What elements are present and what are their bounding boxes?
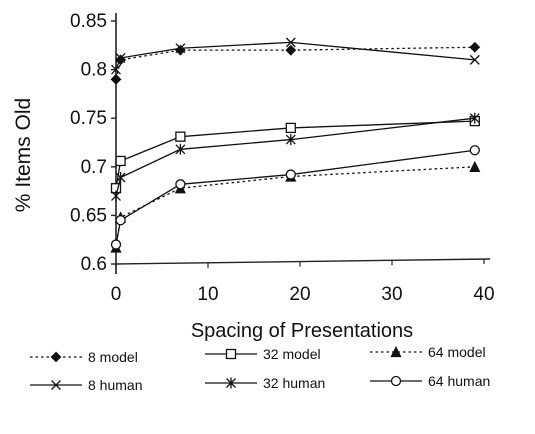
legend-item: 8 human (30, 377, 142, 393)
x-tick-label: 0 (111, 284, 122, 305)
legend-label: 8 model (88, 349, 138, 365)
x-axis-label: Spacing of Presentations (191, 320, 413, 342)
y-tick-label: 0.8 (81, 60, 107, 81)
y-tick-label: 0.65 (70, 205, 107, 226)
data-point (285, 44, 297, 56)
data-point (175, 131, 186, 142)
legend-label: 64 model (428, 344, 486, 360)
data-point (110, 239, 122, 250)
y-tick-label: 0.85 (70, 11, 107, 32)
data-point (285, 122, 296, 134)
data-point (469, 145, 480, 156)
series-line-2 (115, 166, 475, 248)
data-point (469, 54, 480, 65)
data-point (115, 54, 127, 66)
data-point (469, 160, 481, 172)
y-tick-label: 0.7 (81, 157, 107, 178)
data-point (285, 37, 296, 48)
data-point (115, 171, 126, 183)
legend-label: 8 human (88, 377, 142, 393)
data-point (111, 190, 121, 202)
data-point (111, 64, 121, 75)
data-point (115, 52, 126, 63)
y-tick-label: 0.75 (70, 108, 107, 129)
data-point (175, 143, 186, 155)
plot-area: 0.6 0.65 0.7 0.75 0.8 0.85 0 10 20 30 40 (70, 11, 495, 305)
legend: 8 model 32 model 64 model 8 human 32 human 64… (30, 344, 490, 393)
legend-marker (390, 346, 402, 358)
data-point (285, 169, 296, 180)
legend-item: 64 human (370, 373, 490, 389)
data-point (469, 112, 480, 124)
legend-marker (225, 348, 237, 360)
data-point (285, 134, 296, 146)
series-line-0 (115, 46, 475, 80)
data-point (174, 44, 186, 56)
data-point (175, 43, 186, 54)
legend-marker (390, 375, 402, 387)
x-tick-label: 10 (197, 284, 218, 305)
legend-marker (226, 377, 236, 389)
legend-item: 8 model (30, 349, 138, 365)
legend-label: 32 human (263, 375, 325, 391)
x-tick-label: 40 (473, 284, 494, 305)
legend-marker (51, 380, 61, 390)
data-point (110, 73, 122, 85)
legend-item: 32 model (205, 346, 321, 362)
legend-marker (50, 351, 62, 363)
x-tick-label: 20 (289, 284, 310, 305)
legend-item: 64 model (370, 344, 486, 360)
legend-label: 64 human (428, 373, 490, 389)
x-tick-label: 30 (381, 284, 402, 305)
legend-item: 32 human (205, 375, 325, 391)
data-point (175, 179, 186, 190)
legend-label: 32 model (263, 346, 321, 362)
x-axis-line (115, 258, 491, 265)
y-tick-label: 0.6 (81, 254, 107, 275)
series-line-5 (115, 149, 475, 245)
data-point (115, 155, 126, 167)
data-point (115, 215, 126, 226)
data-point (469, 41, 481, 53)
y-axis-label: % Items Old (12, 98, 35, 212)
